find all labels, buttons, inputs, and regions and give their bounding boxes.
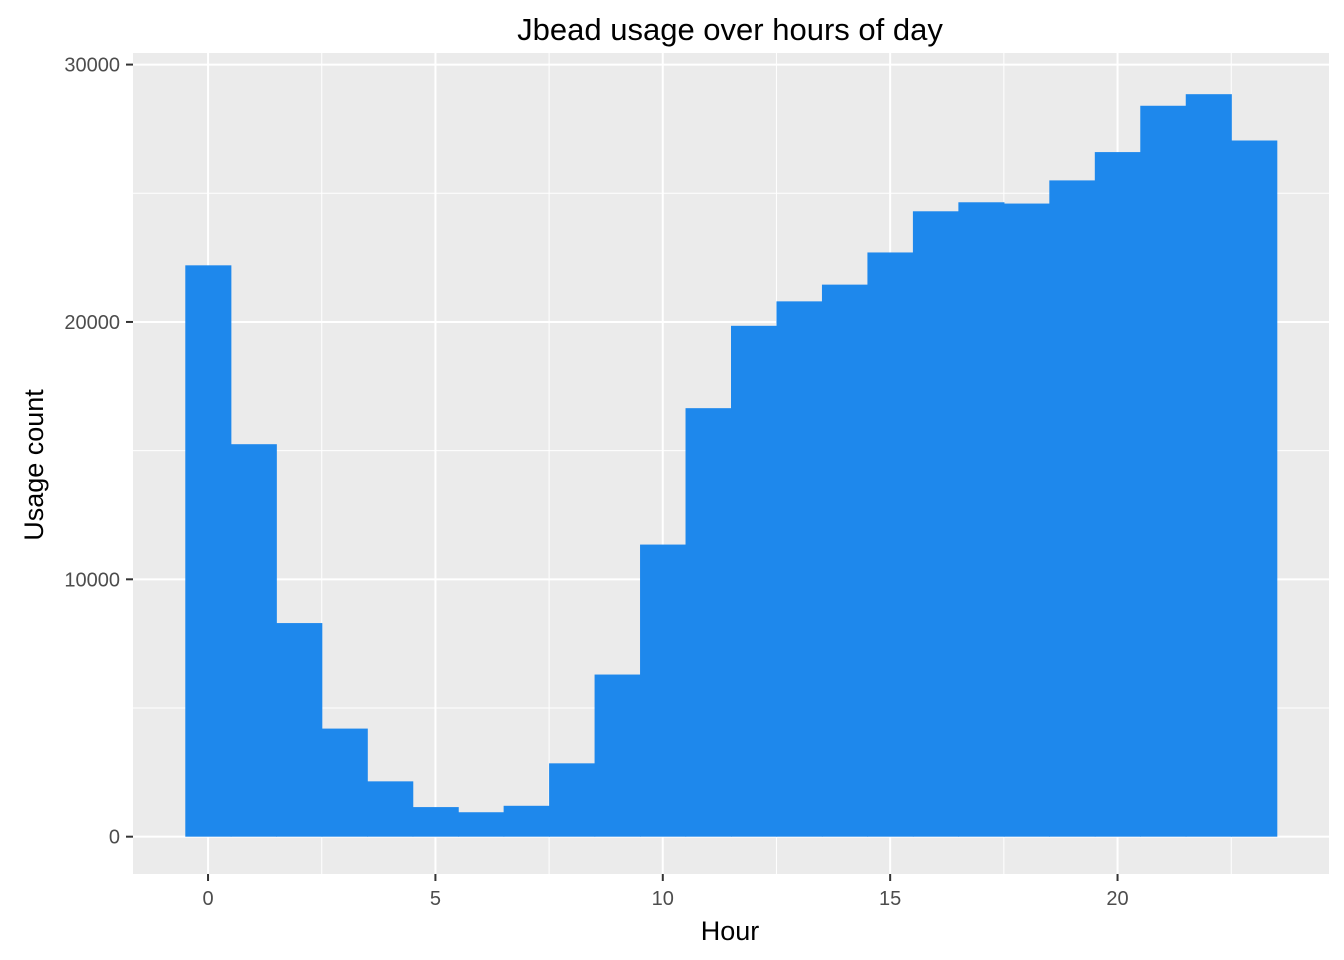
bar-hour-17 [958,202,1005,837]
bar-hour-18 [1003,203,1050,837]
y-tick-label: 10000 [64,569,120,591]
y-tick-label: 0 [109,827,120,849]
bar-hour-10 [640,544,687,837]
bar-hour-11 [685,408,732,837]
x-tick-label: 0 [202,888,213,910]
bar-hour-8 [549,763,596,837]
x-tick-label: 20 [1106,888,1128,910]
bar-hour-15 [867,252,914,837]
bar-hour-22 [1185,94,1232,837]
bar-hour-21 [1140,105,1187,837]
x-axis-label: Hour [701,916,760,946]
bar-hour-2 [276,623,323,837]
y-axis-label: Usage count [19,389,49,541]
bar-hour-4 [367,781,414,837]
y-tick-label: 20000 [64,312,120,334]
x-axis-ticks: 0 5 10 15 20 [202,874,1129,910]
y-axis-ticks: 0 10000 20000 30000 [64,55,133,849]
bar-hour-19 [1049,180,1096,837]
x-tick-label: 15 [879,888,901,910]
chart-title: Jbead usage over hours of day [517,12,943,47]
bar-hour-0 [185,265,232,837]
bar-hour-13 [776,301,823,837]
y-tick-label: 30000 [64,55,120,77]
bar-hour-1 [230,444,277,837]
bar-hour-6 [458,812,505,837]
x-tick-label: 5 [430,888,441,910]
bar-hour-20 [1094,152,1141,837]
bar-hour-7 [503,805,550,837]
x-tick-label: 10 [652,888,674,910]
bar-hour-9 [594,674,641,837]
bar-hour-23 [1231,140,1278,837]
bar-hour-12 [731,325,778,837]
bar-hour-5 [412,807,459,837]
bar-hour-3 [321,728,368,837]
bar-hour-14 [821,284,869,837]
bar-hour-16 [912,211,959,837]
bars [185,94,1278,837]
